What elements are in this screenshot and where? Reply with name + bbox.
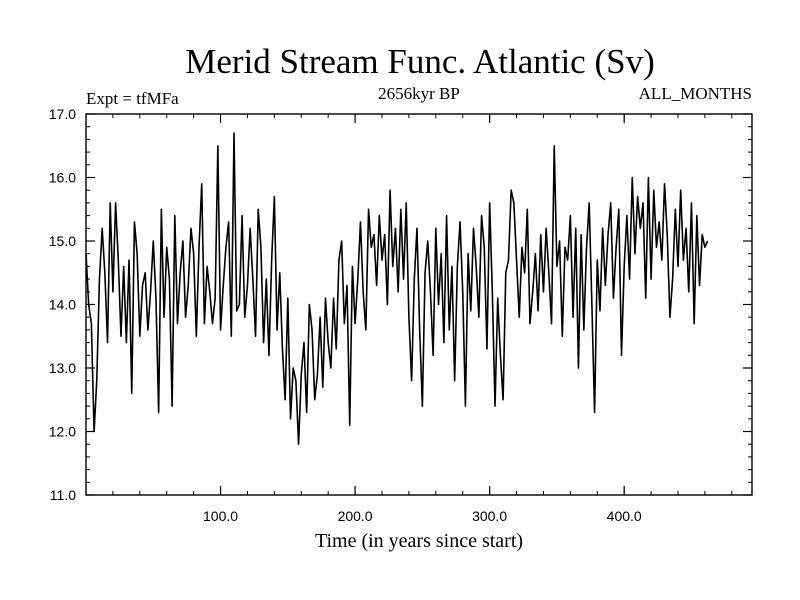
y-tick-label: 11.0 <box>50 487 76 503</box>
x-tick-label: 300.0 <box>472 508 507 524</box>
chart-title: Merid Stream Func. Atlantic (Sv) <box>185 42 655 81</box>
x-axis-label: Time (in years since start) <box>315 530 523 552</box>
series-line <box>85 132 709 445</box>
x-tick-label: 200.0 <box>338 508 373 524</box>
experiment-label: Expt = tfMFa <box>86 89 179 108</box>
y-tick-label: 12.0 <box>49 424 76 440</box>
months-label: ALL_MONTHS <box>639 84 752 103</box>
x-tick-label: 400.0 <box>607 508 642 524</box>
x-tick-label: 100.0 <box>203 508 238 524</box>
plot-frame <box>85 113 753 496</box>
period-label: 2656kyr BP <box>378 84 460 103</box>
y-tick-label: 16.0 <box>49 170 76 186</box>
y-axis: 11.0 12.0 13.0 14.0 15.0 16.0 17.0 <box>49 106 752 503</box>
y-tick-label: 14.0 <box>49 297 76 313</box>
y-tick-label: 15.0 <box>49 233 76 249</box>
y-tick-label: 13.0 <box>49 360 76 376</box>
y-tick-label: 17.0 <box>49 106 76 122</box>
